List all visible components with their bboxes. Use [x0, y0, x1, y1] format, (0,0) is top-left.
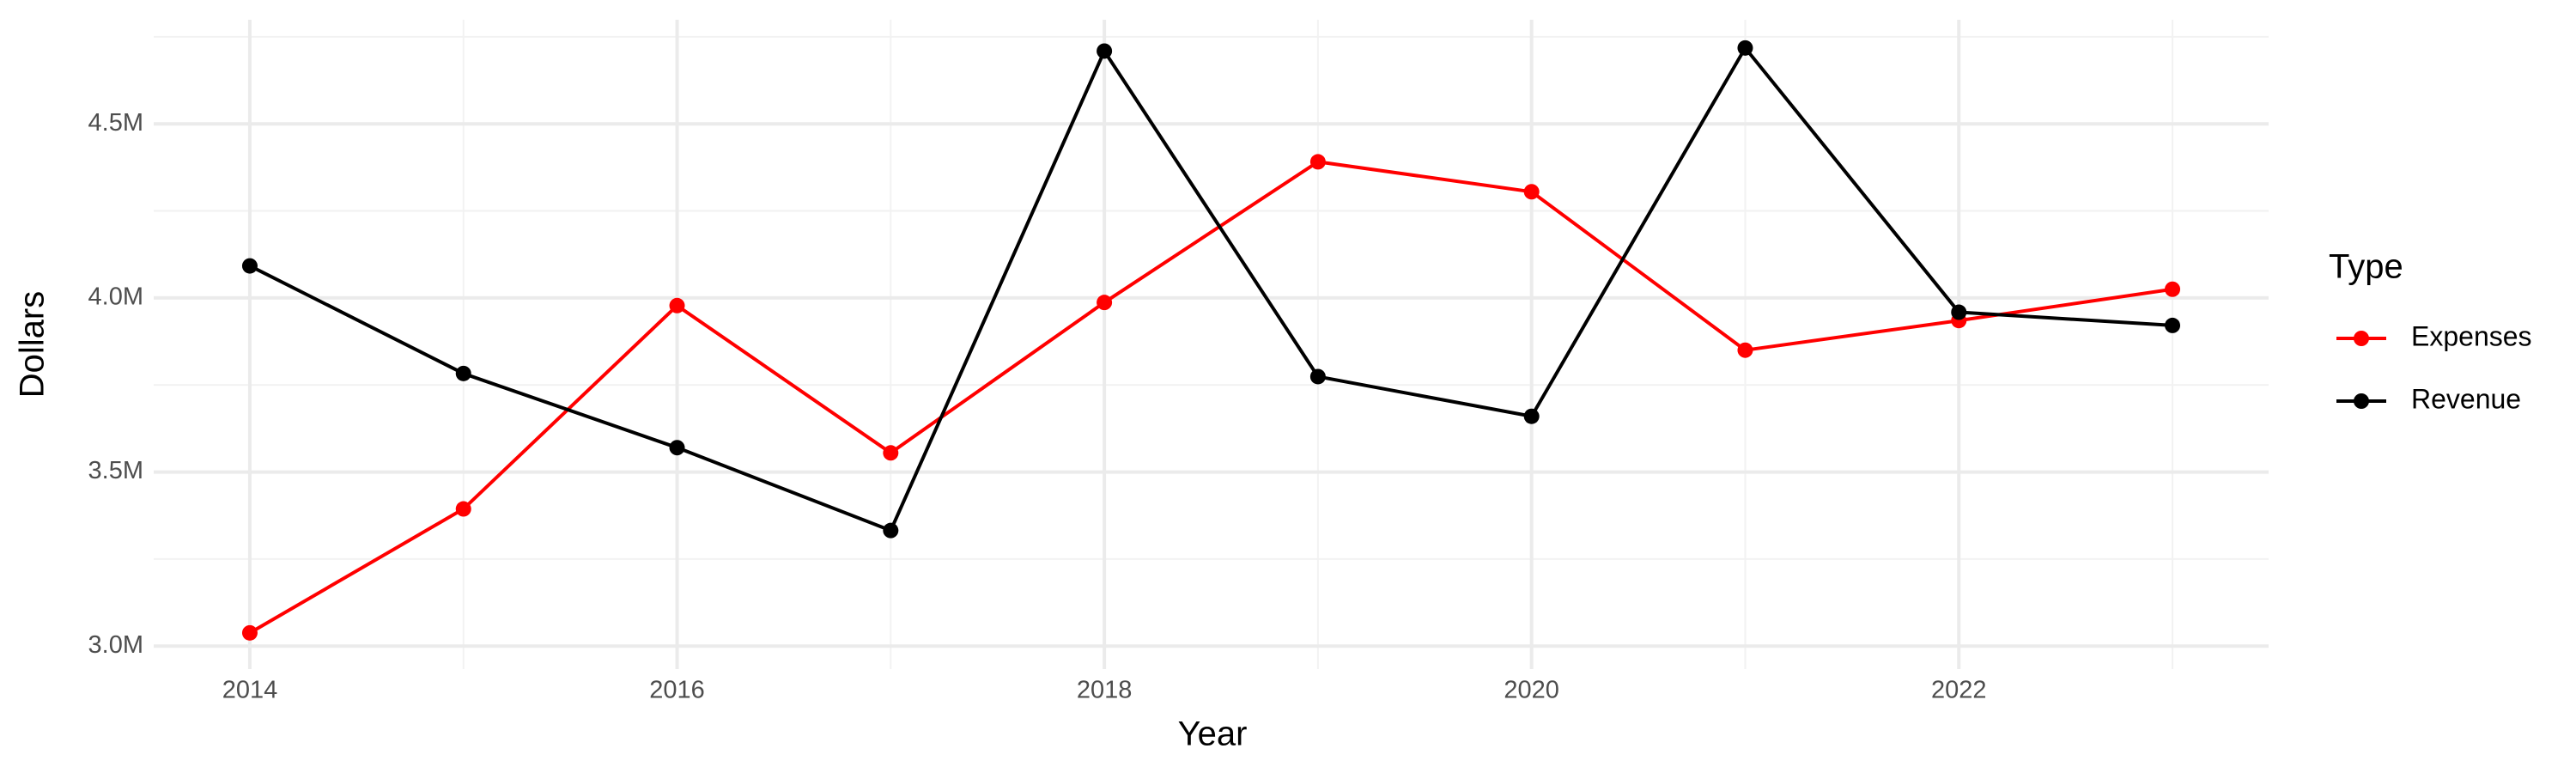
data-point: [883, 522, 899, 539]
data-point: [1737, 40, 1753, 56]
data-point: [669, 297, 685, 313]
data-point: [455, 501, 471, 517]
data-point: [241, 624, 258, 641]
data-point: [1523, 184, 1540, 200]
y-tick-label: 4.0M: [88, 283, 143, 311]
y-tick-label: 4.5M: [88, 109, 143, 137]
data-point: [883, 445, 899, 461]
grid: [154, 20, 2269, 669]
legend-label: Expenses: [2411, 320, 2532, 351]
y-tick-label: 3.5M: [88, 457, 143, 484]
y-tick-label: 3.0M: [88, 631, 143, 659]
x-tick-label: 2022: [1931, 677, 1987, 704]
x-tick-label: 2018: [1077, 677, 1133, 704]
data-point: [1951, 304, 1967, 320]
x-tick-label: 2014: [222, 677, 278, 704]
series-line: [248, 160, 2173, 635]
data-point: [2165, 317, 2181, 333]
series-line: [249, 45, 2173, 533]
legend-title: Type: [2329, 248, 2403, 286]
marks: [241, 40, 2181, 641]
data-point: [241, 258, 258, 274]
data-point: [1309, 368, 1326, 385]
legend-key-point: [2354, 393, 2369, 409]
data-point: [1097, 43, 1113, 59]
legend-key-point: [2354, 331, 2369, 346]
x-axis-title: Year: [1178, 715, 1248, 753]
x-tick-label: 2020: [1504, 677, 1559, 704]
x-tick-label: 2016: [649, 677, 705, 704]
data-point: [669, 440, 685, 456]
data-point: [455, 365, 471, 381]
y-axis-title: Dollars: [14, 291, 52, 398]
data-point: [1523, 408, 1540, 424]
data-point: [1737, 342, 1753, 358]
data-point: [2165, 281, 2181, 297]
data-point: [1309, 154, 1326, 170]
legend-label: Revenue: [2411, 383, 2521, 414]
data-point: [1097, 295, 1113, 311]
